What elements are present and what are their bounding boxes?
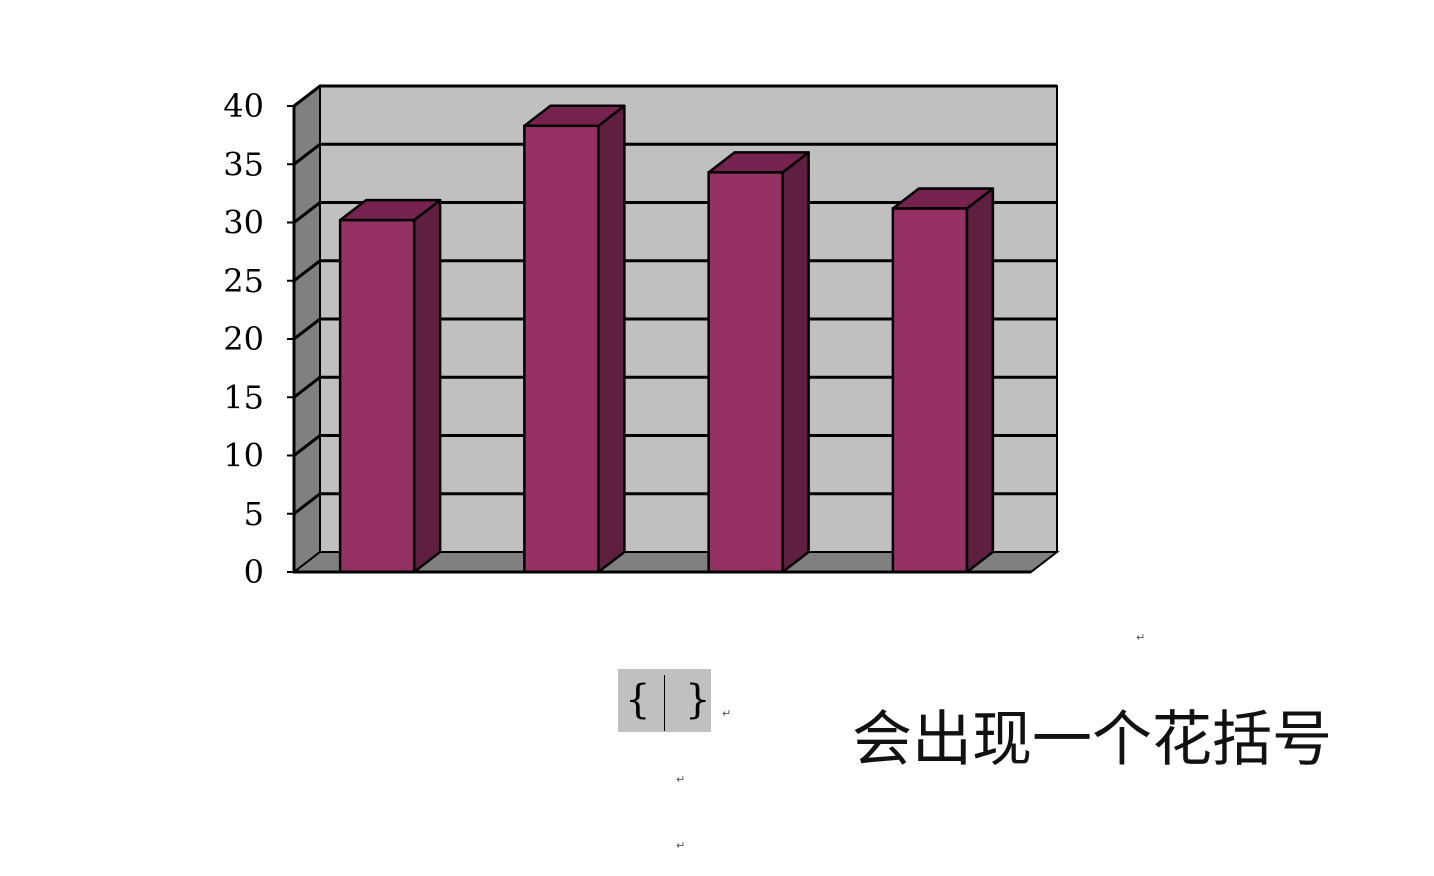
bar-side	[965, 187, 995, 574]
bar	[891, 187, 995, 574]
bar-front	[523, 124, 600, 574]
open-brace: {	[625, 677, 651, 723]
bar	[707, 151, 810, 574]
y-tick-label: 15	[223, 378, 264, 416]
annotation-text: 会出现一个花括号	[852, 705, 1332, 775]
y-tick-label: 25	[223, 262, 264, 300]
paragraph-mark: ↵	[676, 773, 686, 786]
paragraph-mark: ↵	[1136, 631, 1146, 644]
bar	[338, 198, 442, 574]
gridline	[293, 84, 1057, 108]
y-tick-label: 35	[223, 145, 264, 183]
gridline	[293, 259, 1057, 282]
paragraph-mark: ↵	[722, 707, 732, 720]
gridline	[293, 492, 1057, 515]
gridline	[293, 375, 1057, 399]
paragraph-mark: ↵	[676, 839, 686, 852]
y-tick-label: 0	[244, 553, 264, 591]
close-brace: }	[685, 677, 711, 723]
y-tick-label: 30	[223, 204, 264, 242]
bar-side	[781, 151, 810, 574]
gridline	[293, 434, 1057, 457]
chart-axes	[287, 105, 1031, 574]
y-tick-label: 5	[244, 495, 264, 533]
bar	[523, 104, 626, 574]
bar-side	[597, 104, 626, 574]
y-tick-labels: 0 5 10 15 20 25 30 35 40	[223, 87, 264, 591]
field-code-braces[interactable]: { }	[618, 669, 711, 732]
gridline	[293, 142, 1057, 166]
bar-front	[707, 171, 784, 574]
y-tick-label: 10	[223, 437, 264, 475]
chart-gridlines	[293, 84, 1057, 515]
bar-front	[891, 207, 969, 574]
y-tick-label: 40	[223, 87, 264, 125]
gridline	[293, 201, 1057, 224]
y-tick-label: 20	[223, 320, 264, 358]
bar-side	[412, 198, 442, 574]
chart-bars	[338, 104, 995, 574]
text-cursor	[664, 675, 665, 731]
gridline	[293, 317, 1057, 341]
bar-front	[338, 218, 416, 574]
